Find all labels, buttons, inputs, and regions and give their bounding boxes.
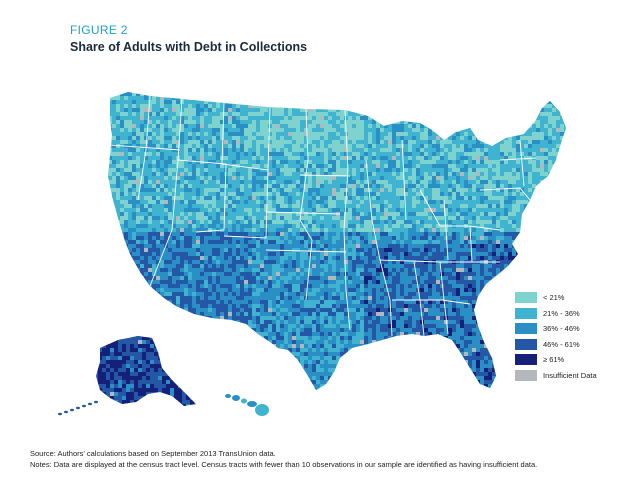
figure-label: FIGURE 2 — [70, 23, 128, 37]
legend-label: 36% - 46% — [543, 324, 580, 334]
legend-item: 21% - 36% — [515, 306, 615, 322]
legend-label: ≥ 61% — [543, 355, 565, 365]
legend-label: 46% - 61% — [543, 339, 580, 349]
alaska-tracts — [96, 336, 196, 406]
legend-item: < 21% — [515, 290, 615, 306]
hawaii-islands — [58, 394, 269, 416]
legend-item: ≥ 61% — [515, 352, 615, 368]
data-notes: Notes: Data are displayed at the census … — [30, 460, 538, 469]
legend-swatch — [515, 338, 537, 350]
legend-swatch — [515, 292, 537, 304]
contiguous-us-tracts — [108, 92, 566, 390]
legend-swatch — [515, 323, 537, 335]
state-borders — [109, 95, 537, 337]
legend-item: 36% - 46% — [515, 321, 615, 337]
figure-title: Share of Adults with Debt in Collections — [70, 40, 308, 54]
legend-label: 21% - 36% — [543, 308, 580, 318]
legend-swatch — [515, 369, 537, 381]
legend-label: < 21% — [543, 293, 565, 303]
legend-swatch — [515, 354, 537, 366]
legend-label: Insufficient Data — [543, 370, 597, 380]
legend-item: Insufficient Data — [515, 368, 615, 384]
legend-item: 46% - 61% — [515, 337, 615, 353]
legend-swatch — [515, 307, 537, 319]
map-legend: < 21% 21% - 36% 36% - 46% 46% - 61% ≥ 61… — [515, 290, 615, 383]
source-note: Source: Authors' calculations based on S… — [30, 449, 276, 458]
